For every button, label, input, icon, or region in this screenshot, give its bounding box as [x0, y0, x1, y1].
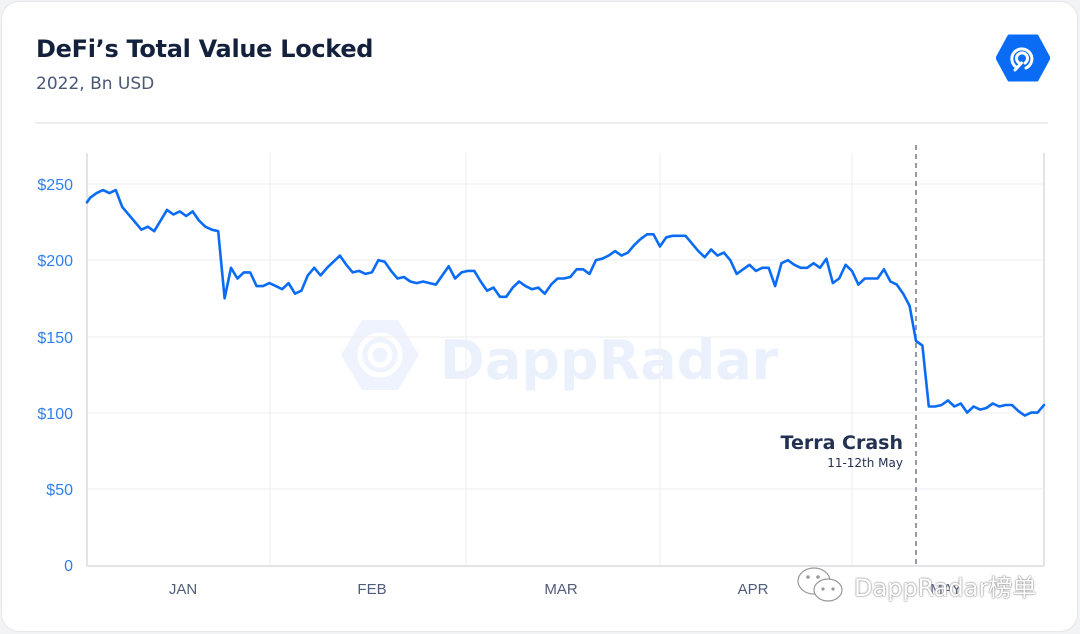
- annotation-subtitle: 11-12th May: [827, 456, 903, 470]
- y-tick-50: $50: [46, 482, 73, 499]
- y-tick-250: $250: [37, 177, 73, 194]
- tvl-line-series: [85, 188, 1046, 417]
- x-tick-jan: JAN: [169, 581, 197, 598]
- x-tick-may: MAY: [930, 581, 961, 598]
- chart-subtitle: 2022, Bn USD: [36, 74, 155, 94]
- dappradar-watermark: DappRadar: [341, 320, 779, 392]
- axes: [86, 153, 1045, 567]
- wechat-watermark-text: DappRadar榜单: [854, 573, 1037, 602]
- x-tick-apr: APR: [738, 581, 769, 598]
- y-axis-labels: $250 $200 $150 $100 $50 0: [37, 177, 73, 575]
- chart-title: DeFi’s Total Value Locked: [36, 35, 374, 63]
- y-tick-100: $100: [37, 406, 73, 423]
- wechat-watermark: DappRadar榜单: [796, 560, 1036, 610]
- grid: [87, 153, 1044, 565]
- x-tick-feb: FEB: [357, 581, 386, 598]
- x-axis-labels: JAN FEB MAR APR MAY: [169, 581, 962, 598]
- header-divider: [35, 122, 1048, 124]
- watermark-text: DappRadar: [440, 329, 779, 392]
- y-tick-150: $150: [37, 330, 73, 347]
- annotation-title: Terra Crash: [781, 432, 903, 454]
- wechat-icon: [797, 567, 843, 602]
- y-tick-0: 0: [64, 558, 73, 575]
- dappradar-radar-icon: [996, 34, 1050, 82]
- x-tick-mar: MAR: [544, 581, 578, 598]
- y-tick-200: $200: [37, 253, 73, 270]
